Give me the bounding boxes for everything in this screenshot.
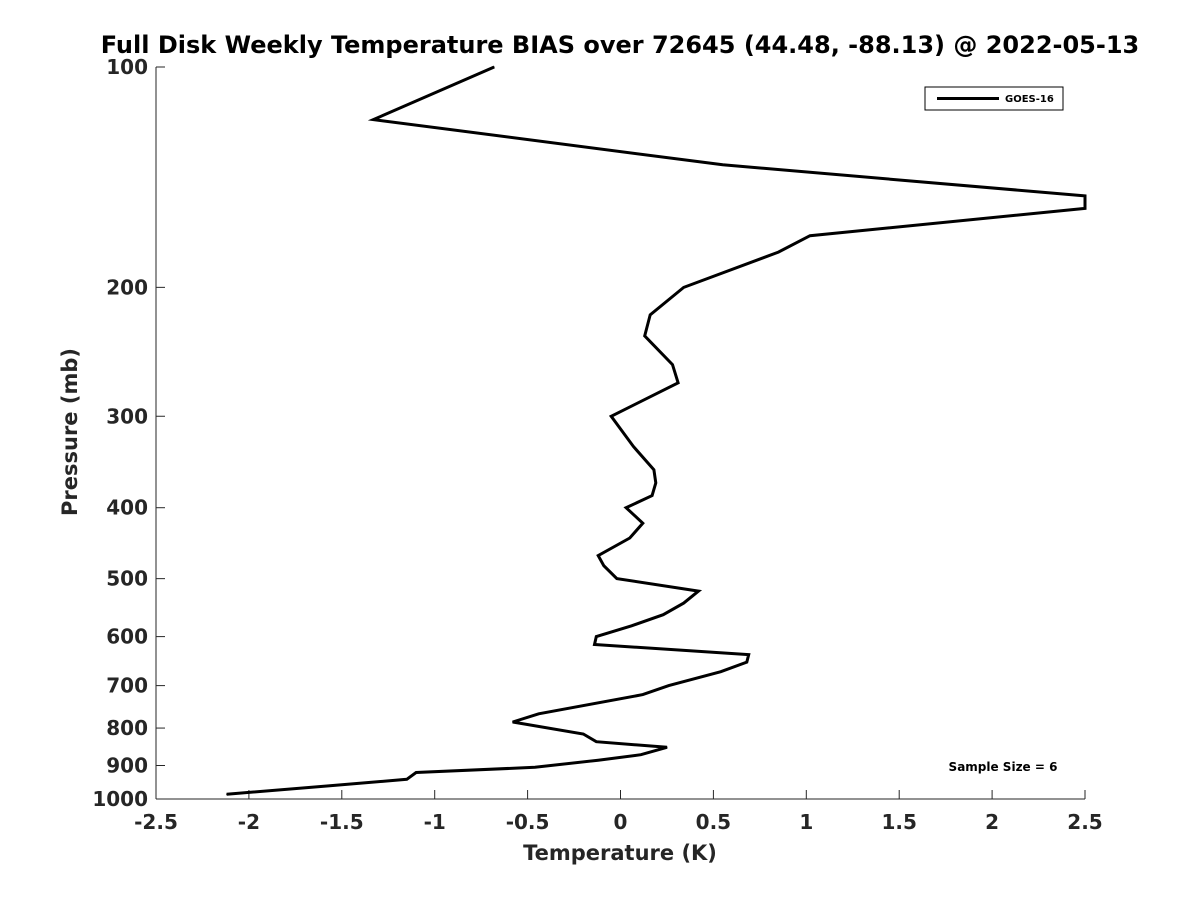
data-point [415, 772, 417, 773]
x-tick-label: 0.5 [696, 810, 731, 834]
x-tick-label: 1 [799, 810, 813, 834]
data-point [722, 164, 724, 166]
data-point [595, 741, 597, 743]
data-point [633, 446, 634, 448]
data-point [748, 654, 750, 656]
data-point [610, 415, 612, 417]
data-point [672, 364, 673, 366]
series-layer [226, 65, 1087, 796]
data-point [1084, 195, 1086, 197]
data-point [642, 694, 644, 696]
y-tick-label: 1000 [92, 787, 148, 811]
legend: GOES-16 [924, 86, 1064, 111]
y-tick-label: 700 [106, 674, 148, 698]
y-tick-label: 900 [106, 754, 148, 778]
data-point [597, 555, 599, 557]
x-tick-label: 0 [614, 810, 628, 834]
data-point [406, 778, 408, 780]
data-point [603, 565, 605, 567]
data-point [625, 507, 627, 509]
data-point [649, 314, 651, 316]
data-point [644, 335, 646, 337]
y-tick-label: 500 [106, 567, 148, 591]
x-tick-label: -2 [238, 810, 260, 834]
data-point [809, 235, 811, 237]
series-line-goes-16 [226, 65, 1087, 796]
data-point [629, 537, 631, 539]
x-tick-label: -2.5 [134, 810, 178, 834]
data-point [616, 578, 618, 580]
data-point [597, 759, 599, 761]
data-point [640, 754, 642, 756]
axes: -2.5 -2 -1.5 -1 -0.5 0 0.5 1 1.5 2 2.5 100 200 300 400… [92, 55, 1102, 834]
data-point [677, 382, 679, 384]
data-point [668, 685, 670, 687]
y-tick-label: 800 [106, 716, 148, 740]
x-tick-label: -0.5 [506, 810, 550, 834]
data-point [666, 746, 668, 748]
sample-size-annotation: Sample Size = 6 [949, 760, 1058, 774]
y-tick-label: 400 [106, 496, 148, 520]
data-point [746, 661, 748, 663]
data-point [326, 785, 328, 787]
data-point [683, 286, 685, 288]
data-point [582, 733, 584, 735]
x-tick-label: -1.5 [320, 810, 364, 834]
data-point [595, 636, 597, 638]
data-point [655, 482, 657, 484]
data-point [683, 602, 685, 604]
data-point [698, 590, 699, 592]
y-tick-label: 200 [106, 275, 148, 299]
x-tick-label: 2.5 [1067, 810, 1102, 834]
data-point [226, 793, 228, 795]
data-point [534, 766, 536, 768]
data-point [1084, 207, 1086, 209]
data-point [493, 66, 495, 68]
y-tick-label: 300 [106, 404, 148, 428]
data-point [662, 614, 664, 616]
data-point [594, 644, 595, 645]
data-point [372, 119, 374, 121]
chart-title: Full Disk Weekly Temperature BIAS over 7… [101, 31, 1140, 59]
x-tick-label: 1.5 [881, 810, 916, 834]
data-point [653, 469, 655, 471]
data-point [720, 671, 722, 673]
y-tick-label: 100 [106, 55, 148, 79]
y-axis-label: Pressure (mb) [58, 348, 82, 516]
data-point [777, 251, 779, 253]
y-tick-label: 600 [106, 625, 148, 649]
x-axis-label: Temperature (K) [523, 841, 717, 865]
data-point [631, 625, 633, 627]
data-point [651, 495, 653, 497]
data-point [642, 522, 644, 524]
data-point [538, 713, 540, 715]
x-tick-label: 2 [985, 810, 999, 834]
legend-label: GOES-16 [1005, 94, 1054, 105]
data-point [512, 721, 514, 723]
x-tick-label: -1 [424, 810, 446, 834]
